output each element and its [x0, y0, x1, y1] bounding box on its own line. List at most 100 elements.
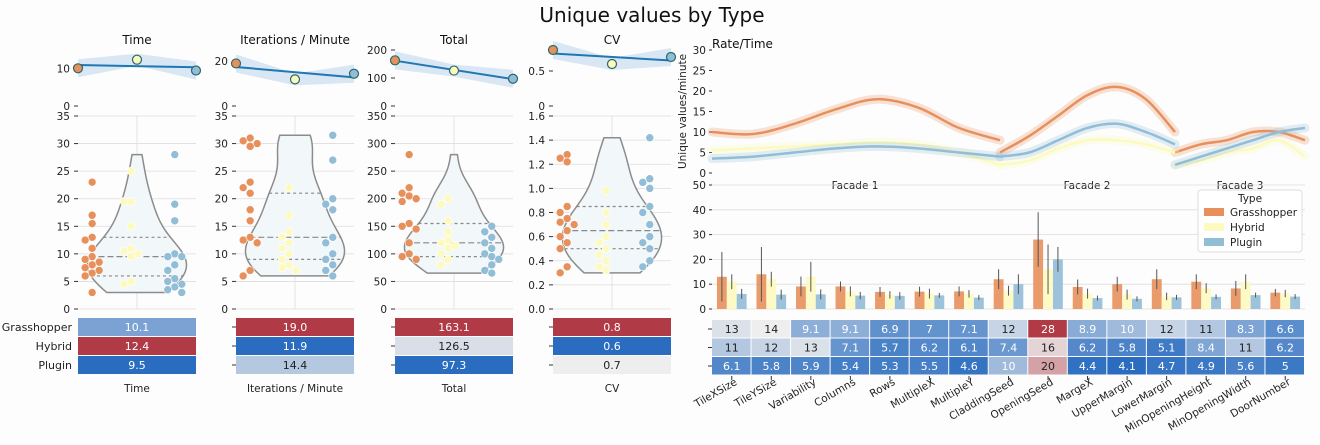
- bar: [1211, 296, 1221, 309]
- table-cell-value: 5.8: [1118, 342, 1136, 355]
- table-xlabel: Iterations / Minute: [247, 383, 343, 395]
- y-tick-label: 30: [215, 139, 228, 151]
- y-tick-label: 35: [215, 111, 228, 123]
- y-tick-label: 10: [57, 249, 70, 261]
- data-point: [245, 216, 255, 226]
- table-cell: [395, 356, 513, 374]
- y-tick-label: 150: [367, 221, 387, 233]
- y-tick-label: 0: [380, 304, 387, 316]
- data-point: [119, 197, 129, 206]
- table-cell-value: 11.9: [283, 340, 308, 353]
- data-point: [555, 208, 565, 217]
- data-point: [277, 244, 287, 253]
- segment-label: Facade 2: [1064, 180, 1111, 192]
- mean-point: [72, 63, 84, 74]
- bar: [1092, 298, 1103, 309]
- mean-point: [547, 44, 559, 56]
- data-point: [436, 260, 446, 270]
- data-point: [562, 157, 572, 167]
- data-point: [238, 183, 248, 192]
- y-tick-label: 0.8: [528, 208, 545, 220]
- mean-point: [230, 58, 242, 69]
- data-point: [87, 219, 97, 228]
- panel-title: Total: [439, 33, 468, 47]
- y-tick-label: 1.6: [528, 111, 545, 123]
- data-point: [404, 238, 414, 248]
- data-point: [170, 260, 180, 270]
- table-cell: [1107, 357, 1146, 375]
- bar: [1201, 288, 1212, 309]
- data-point: [601, 266, 611, 275]
- table-cell-value: 6.1: [960, 342, 978, 355]
- data-point: [397, 252, 407, 261]
- table-cell: [1028, 338, 1067, 356]
- legend: Type Grasshopper Hybrid Plugin: [1197, 189, 1303, 253]
- table-cell: [909, 338, 949, 356]
- y-tick-label: 20: [693, 254, 706, 266]
- data-point: [645, 133, 655, 143]
- data-point: [645, 256, 655, 266]
- data-point: [87, 177, 97, 187]
- table-cell-value: 6.2: [1079, 342, 1097, 355]
- table-cell: [988, 320, 1028, 338]
- legend-label: Grasshopper: [1230, 207, 1298, 219]
- data-point: [328, 205, 338, 215]
- data-point: [328, 155, 338, 165]
- table-cell-value: 11: [1199, 323, 1213, 336]
- data-point: [87, 288, 97, 297]
- data-point: [569, 220, 579, 229]
- violin-body: [561, 136, 663, 274]
- table-cell-value: 9.1: [802, 323, 820, 336]
- y-tick-label: 25: [215, 166, 228, 178]
- table-cell-value: 8.4: [1197, 342, 1215, 355]
- rate-time-panel: Rate/Time 0 5 10 15 20 25 30 Unique values/minut…: [677, 37, 1310, 192]
- trend-line: [77, 64, 197, 69]
- legend-title: Type: [1237, 193, 1262, 205]
- table-cell: [1107, 338, 1146, 356]
- data-point: [177, 288, 187, 297]
- table-cell-value: 97.3: [442, 359, 467, 372]
- table-cell: [236, 337, 354, 355]
- data-point: [404, 150, 414, 159]
- data-point: [163, 252, 173, 261]
- bar: [736, 293, 747, 309]
- category-label: Rows: [868, 376, 898, 400]
- y-tick-label: 0.4: [528, 256, 545, 268]
- table-cell-value: 20: [1041, 360, 1055, 373]
- data-point: [480, 227, 490, 237]
- table-cell-value: 7.4: [1000, 342, 1018, 355]
- data-point: [601, 186, 611, 196]
- segment-label: Facade 3: [1217, 180, 1264, 192]
- table-cell: [1265, 338, 1304, 356]
- data-point: [645, 232, 655, 241]
- table-cell: [870, 338, 909, 356]
- data-point: [245, 142, 255, 151]
- table-cell: [1146, 338, 1186, 356]
- violin-body: [86, 153, 188, 294]
- data-point: [436, 238, 446, 248]
- data-point: [562, 214, 572, 223]
- data-point: [328, 260, 338, 270]
- table-cell-value: 5.4: [842, 360, 860, 373]
- y-tick-label: 25: [57, 166, 70, 178]
- data-point: [487, 268, 497, 278]
- table-cell: [553, 337, 671, 355]
- confidence-band: [236, 54, 354, 86]
- table-cell-value: 5.6: [1237, 360, 1255, 373]
- table-row-label: Hybrid: [36, 340, 72, 353]
- data-point: [443, 227, 453, 237]
- series-line: [1174, 138, 1306, 167]
- data-point: [284, 249, 294, 259]
- y-tick-label: 10: [693, 279, 706, 291]
- table-cell: [870, 357, 909, 375]
- trend-line: [552, 52, 672, 62]
- table-xlabel: CV: [605, 383, 620, 395]
- y-tick-label: 1.0: [528, 183, 545, 195]
- table-cell-value: 10.1: [125, 321, 150, 334]
- y-tick-label: 30: [693, 230, 706, 242]
- table-cell: [988, 357, 1028, 375]
- table-cell-value: 11: [725, 342, 739, 355]
- table-cell-value: 6.6: [1276, 323, 1294, 336]
- data-point: [645, 220, 655, 229]
- bar: [815, 294, 826, 309]
